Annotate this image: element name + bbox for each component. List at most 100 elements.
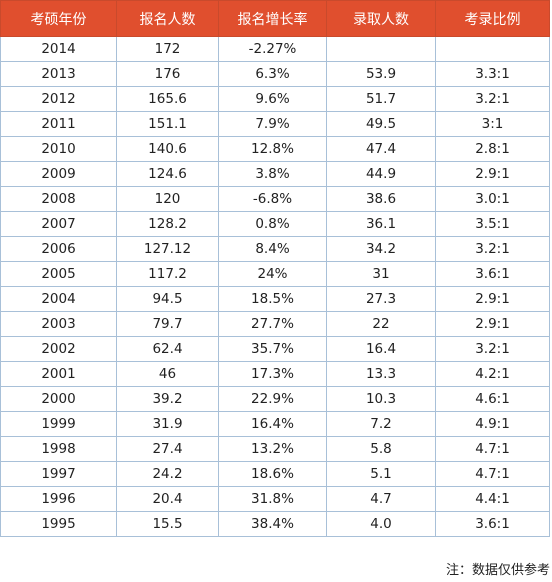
cell-applicants: 94.5 bbox=[116, 286, 219, 312]
cell-growth-rate: 0.8% bbox=[218, 211, 327, 237]
cell-ratio: 3.5:1 bbox=[435, 211, 550, 237]
cell-year: 2011 bbox=[0, 111, 117, 137]
cell-applicants: 20.4 bbox=[116, 486, 219, 512]
table-row: 2012 165.6 9.6% 51.7 3.2:1 bbox=[0, 86, 550, 112]
table-row: 1996 20.4 31.8% 4.7 4.4:1 bbox=[0, 486, 550, 512]
cell-ratio: 2.9:1 bbox=[435, 286, 550, 312]
cell-growth-rate: 38.4% bbox=[218, 511, 327, 537]
cell-ratio: 3.2:1 bbox=[435, 236, 550, 262]
cell-growth-rate: 27.7% bbox=[218, 311, 327, 337]
table-row: 2008 120 -6.8% 38.6 3.0:1 bbox=[0, 186, 550, 212]
cell-ratio: 2.9:1 bbox=[435, 311, 550, 337]
header-row: 考硕年份 报名人数 报名增长率 录取人数 考录比例 bbox=[0, 0, 550, 37]
header-growth-rate: 报名增长率 bbox=[218, 0, 327, 37]
cell-growth-rate: 13.2% bbox=[218, 436, 327, 462]
cell-ratio: 4.2:1 bbox=[435, 361, 550, 387]
cell-admitted: 27.3 bbox=[326, 286, 436, 312]
cell-growth-rate: 9.6% bbox=[218, 86, 327, 112]
cell-admitted: 10.3 bbox=[326, 386, 436, 412]
cell-admitted: 4.0 bbox=[326, 511, 436, 537]
table-row: 2007 128.2 0.8% 36.1 3.5:1 bbox=[0, 211, 550, 237]
cell-growth-rate: 8.4% bbox=[218, 236, 327, 262]
cell-year: 2004 bbox=[0, 286, 117, 312]
table-row: 1998 27.4 13.2% 5.8 4.7:1 bbox=[0, 436, 550, 462]
cell-ratio: 2.9:1 bbox=[435, 161, 550, 187]
cell-admitted: 5.1 bbox=[326, 461, 436, 487]
cell-year: 2001 bbox=[0, 361, 117, 387]
cell-year: 2002 bbox=[0, 336, 117, 362]
cell-ratio: 3.2:1 bbox=[435, 336, 550, 362]
table-row: 2009 124.6 3.8% 44.9 2.9:1 bbox=[0, 161, 550, 187]
table-row: 1995 15.5 38.4% 4.0 3.6:1 bbox=[0, 511, 550, 537]
cell-applicants: 151.1 bbox=[116, 111, 219, 137]
cell-year: 1999 bbox=[0, 411, 117, 437]
cell-growth-rate: 31.8% bbox=[218, 486, 327, 512]
cell-applicants: 15.5 bbox=[116, 511, 219, 537]
table-row: 2005 117.2 24% 31 3.6:1 bbox=[0, 261, 550, 287]
cell-year: 2014 bbox=[0, 36, 117, 62]
cell-applicants: 39.2 bbox=[116, 386, 219, 412]
cell-year: 2006 bbox=[0, 236, 117, 262]
cell-applicants: 46 bbox=[116, 361, 219, 387]
cell-growth-rate: -2.27% bbox=[218, 36, 327, 62]
cell-growth-rate: -6.8% bbox=[218, 186, 327, 212]
table-row: 2006 127.12 8.4% 34.2 3.2:1 bbox=[0, 236, 550, 262]
table-row: 2004 94.5 18.5% 27.3 2.9:1 bbox=[0, 286, 550, 312]
header-ratio: 考录比例 bbox=[435, 0, 550, 37]
cell-ratio: 3.6:1 bbox=[435, 511, 550, 537]
cell-growth-rate: 18.6% bbox=[218, 461, 327, 487]
cell-admitted: 51.7 bbox=[326, 86, 436, 112]
header-admitted: 录取人数 bbox=[326, 0, 436, 37]
cell-year: 2003 bbox=[0, 311, 117, 337]
cell-ratio: 4.6:1 bbox=[435, 386, 550, 412]
cell-applicants: 165.6 bbox=[116, 86, 219, 112]
cell-admitted: 22 bbox=[326, 311, 436, 337]
cell-admitted: 38.6 bbox=[326, 186, 436, 212]
table-row: 2013 176 6.3% 53.9 3.3:1 bbox=[0, 61, 550, 87]
cell-admitted: 44.9 bbox=[326, 161, 436, 187]
cell-year: 2005 bbox=[0, 261, 117, 287]
table-row: 2001 46 17.3% 13.3 4.2:1 bbox=[0, 361, 550, 387]
cell-year: 2012 bbox=[0, 86, 117, 112]
cell-ratio: 2.8:1 bbox=[435, 136, 550, 162]
cell-applicants: 176 bbox=[116, 61, 219, 87]
cell-growth-rate: 16.4% bbox=[218, 411, 327, 437]
cell-ratio: 4.4:1 bbox=[435, 486, 550, 512]
cell-ratio: 3:1 bbox=[435, 111, 550, 137]
cell-applicants: 124.6 bbox=[116, 161, 219, 187]
cell-applicants: 117.2 bbox=[116, 261, 219, 287]
cell-applicants: 27.4 bbox=[116, 436, 219, 462]
table-row: 2011 151.1 7.9% 49.5 3:1 bbox=[0, 111, 550, 137]
header-year: 考硕年份 bbox=[0, 0, 117, 37]
cell-year: 2009 bbox=[0, 161, 117, 187]
cell-year: 1995 bbox=[0, 511, 117, 537]
cell-year: 1996 bbox=[0, 486, 117, 512]
table-row: 2003 79.7 27.7% 22 2.9:1 bbox=[0, 311, 550, 337]
cell-applicants: 62.4 bbox=[116, 336, 219, 362]
cell-admitted bbox=[326, 36, 436, 62]
table-row: 1997 24.2 18.6% 5.1 4.7:1 bbox=[0, 461, 550, 487]
table-row: 1999 31.9 16.4% 7.2 4.9:1 bbox=[0, 411, 550, 437]
cell-growth-rate: 12.8% bbox=[218, 136, 327, 162]
cell-growth-rate: 17.3% bbox=[218, 361, 327, 387]
cell-admitted: 31 bbox=[326, 261, 436, 287]
cell-applicants: 120 bbox=[116, 186, 219, 212]
cell-ratio: 3.3:1 bbox=[435, 61, 550, 87]
cell-applicants: 24.2 bbox=[116, 461, 219, 487]
cell-admitted: 4.7 bbox=[326, 486, 436, 512]
cell-ratio: 3.2:1 bbox=[435, 86, 550, 112]
cell-applicants: 172 bbox=[116, 36, 219, 62]
cell-admitted: 34.2 bbox=[326, 236, 436, 262]
cell-ratio: 3.0:1 bbox=[435, 186, 550, 212]
cell-admitted: 49.5 bbox=[326, 111, 436, 137]
cell-year: 2013 bbox=[0, 61, 117, 87]
cell-admitted: 13.3 bbox=[326, 361, 436, 387]
cell-applicants: 128.2 bbox=[116, 211, 219, 237]
table-header: 考硕年份 报名人数 报名增长率 录取人数 考录比例 bbox=[0, 0, 550, 37]
cell-applicants: 140.6 bbox=[116, 136, 219, 162]
admission-stats-table: 考硕年份 报名人数 报名增长率 录取人数 考录比例 2014 172 -2.27% 2… bbox=[0, 0, 550, 537]
cell-admitted: 47.4 bbox=[326, 136, 436, 162]
cell-ratio bbox=[435, 36, 550, 62]
cell-year: 2007 bbox=[0, 211, 117, 237]
